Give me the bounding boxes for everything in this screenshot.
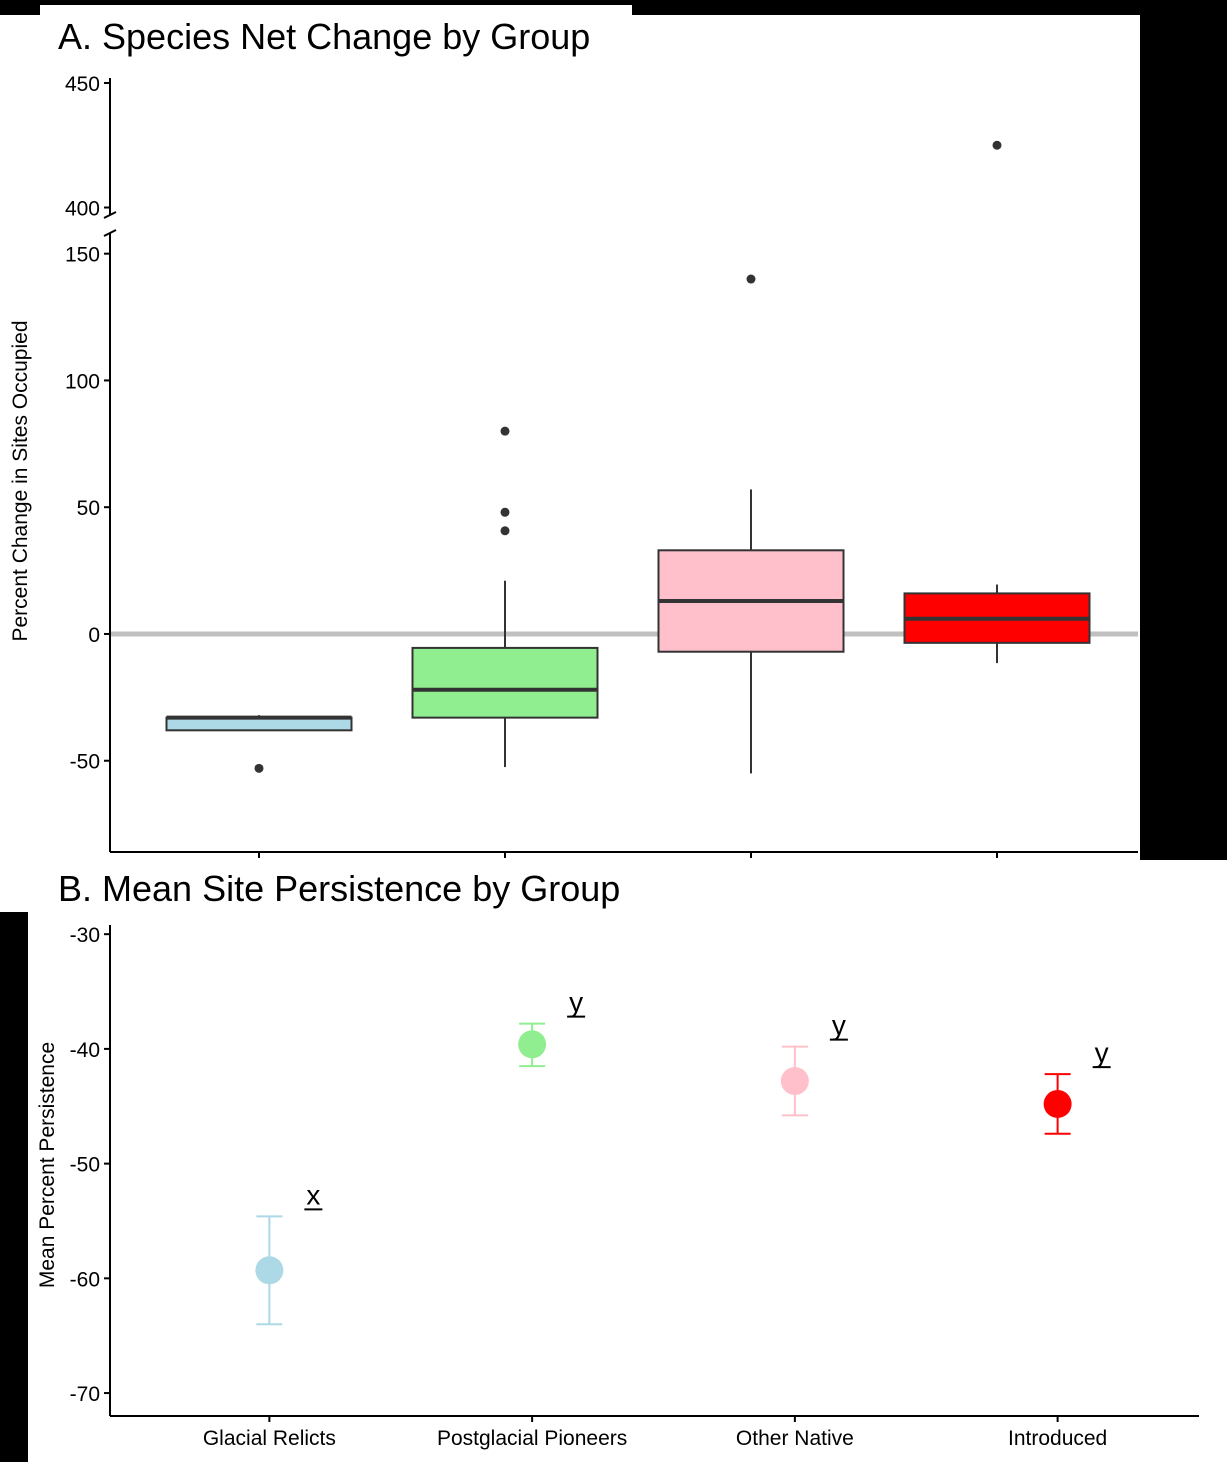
y-tick-label: -50	[70, 751, 100, 774]
outlier	[746, 274, 756, 284]
panel-a-bg	[0, 15, 1140, 860]
significance-letter: y	[569, 987, 583, 1018]
x-tick-label: Other Native	[736, 1427, 854, 1450]
point	[518, 1030, 547, 1059]
y-tick-label: -40	[70, 1039, 100, 1062]
significance-letter: y	[1095, 1037, 1109, 1068]
x-tick-label: Glacial Relicts	[203, 1427, 336, 1450]
significance-letter: y	[832, 1010, 846, 1041]
axis-break	[103, 211, 117, 219]
outlier	[500, 526, 510, 536]
point	[255, 1256, 284, 1285]
y-tick-label: 400	[65, 198, 100, 221]
x-tick-label: Postglacial Pioneers	[437, 1427, 627, 1450]
chart-title: B. Mean Site Persistence by Group	[58, 868, 620, 909]
outlier	[254, 763, 264, 773]
y-tick-label: 450	[65, 73, 100, 96]
panel-b-top-bg	[0, 860, 1227, 912]
outlier	[500, 426, 510, 436]
point	[780, 1067, 809, 1096]
y-tick-label: -30	[70, 924, 100, 947]
y-tick-label: -70	[70, 1383, 100, 1406]
outlier	[992, 140, 1002, 150]
y-tick-label: 100	[65, 370, 100, 393]
y-tick-label: 150	[65, 244, 100, 267]
point	[1043, 1089, 1072, 1118]
y-tick-label: 50	[77, 497, 100, 520]
chart-title: A. Species Net Change by Group	[58, 16, 590, 57]
y-axis-label: Mean Percent Persistence	[36, 1042, 59, 1288]
box	[411, 646, 599, 719]
y-tick-label: 0	[88, 624, 100, 647]
x-tick-label: Introduced	[1008, 1427, 1107, 1450]
y-axis-label: Percent Change in Sites Occupied	[9, 320, 32, 641]
significance-letter: x	[306, 1179, 320, 1210]
y-tick-label: -50	[70, 1154, 100, 1177]
outlier	[500, 507, 510, 517]
panel-b-bg	[28, 912, 1227, 1462]
y-tick-label: -60	[70, 1268, 100, 1291]
axis-break	[103, 229, 117, 237]
title-bg	[40, 5, 632, 17]
